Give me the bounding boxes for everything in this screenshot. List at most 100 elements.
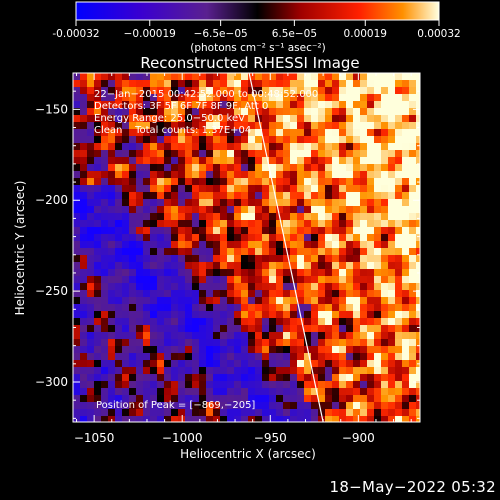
- heatmap-cell: [192, 332, 199, 339]
- heatmap-cell: [136, 164, 143, 171]
- heatmap-cell: [346, 311, 353, 318]
- heatmap-cell: [178, 402, 185, 409]
- heatmap-cell: [409, 416, 416, 422]
- heatmap-cell: [227, 346, 234, 353]
- heatmap-cell: [283, 381, 290, 388]
- heatmap-cell: [199, 192, 206, 199]
- heatmap-cell: [402, 108, 409, 115]
- heatmap-cell: [304, 304, 311, 311]
- heatmap-cell: [136, 304, 143, 311]
- heatmap-cell: [255, 87, 262, 94]
- heatmap-cell: [129, 283, 136, 290]
- heatmap-cell: [276, 332, 283, 339]
- heatmap-cell: [339, 374, 346, 381]
- heatmap-cell: [367, 87, 374, 94]
- heatmap-cell: [129, 115, 136, 122]
- heatmap-cell: [80, 269, 87, 276]
- heatmap-cell: [339, 241, 346, 248]
- heatmap-cell: [87, 185, 94, 192]
- heatmap-cell: [374, 164, 381, 171]
- heatmap-cell: [171, 185, 178, 192]
- heatmap-cell: [297, 374, 304, 381]
- heatmap-cell: [80, 402, 87, 409]
- heatmap-cell: [248, 297, 255, 304]
- heatmap-cell: [115, 234, 122, 241]
- colorbar-tick-label: 0.00032: [417, 28, 460, 40]
- heatmap-cell: [94, 136, 101, 143]
- heatmap-cell: [416, 304, 420, 311]
- heatmap-cell: [255, 129, 262, 136]
- heatmap-cell: [129, 185, 136, 192]
- heatmap-cell: [360, 115, 367, 122]
- heatmap-cell: [353, 311, 360, 318]
- heatmap-cell: [220, 402, 227, 409]
- heatmap-cell: [409, 164, 416, 171]
- heatmap-cell: [206, 136, 213, 143]
- heatmap-cell: [381, 374, 388, 381]
- heatmap-cell: [73, 332, 80, 339]
- heatmap-cell: [248, 276, 255, 283]
- heatmap-cell: [171, 115, 178, 122]
- heatmap-cell: [297, 388, 304, 395]
- heatmap-cell: [388, 262, 395, 269]
- heatmap-cell: [332, 332, 339, 339]
- heatmap-cell: [248, 101, 255, 108]
- heatmap-cell: [129, 199, 136, 206]
- heatmap-cell: [192, 122, 199, 129]
- heatmap-cell: [122, 402, 129, 409]
- heatmap-cell: [402, 94, 409, 101]
- heatmap-cell: [143, 283, 150, 290]
- heatmap-cell: [192, 311, 199, 318]
- heatmap-cell: [416, 374, 420, 381]
- y-axis-label: Heliocentric Y (arcsec): [13, 181, 27, 316]
- heatmap-cell: [346, 395, 353, 402]
- heatmap-cell: [122, 339, 129, 346]
- heatmap-cell: [262, 206, 269, 213]
- heatmap-cell: [339, 87, 346, 94]
- heatmap-cell: [290, 122, 297, 129]
- heatmap-cell: [164, 206, 171, 213]
- heatmap-cell: [241, 80, 248, 87]
- heatmap-cell: [297, 220, 304, 227]
- heatmap-cell: [87, 332, 94, 339]
- heatmap-cell: [101, 108, 108, 115]
- heatmap-cell: [234, 129, 241, 136]
- heatmap-cell: [346, 339, 353, 346]
- heatmap-cell: [157, 115, 164, 122]
- heatmap-cell: [332, 276, 339, 283]
- heatmap-cell: [136, 360, 143, 367]
- heatmap-cell: [332, 115, 339, 122]
- heatmap-cell: [136, 248, 143, 255]
- heatmap-cell: [227, 206, 234, 213]
- heatmap-cell: [402, 346, 409, 353]
- heatmap-cell: [199, 339, 206, 346]
- heatmap-cell: [150, 234, 157, 241]
- heatmap-cell: [311, 108, 318, 115]
- heatmap-cell: [304, 248, 311, 255]
- heatmap-cell: [409, 339, 416, 346]
- heatmap-cell: [157, 311, 164, 318]
- heatmap-cell: [178, 325, 185, 332]
- heatmap-cell: [136, 416, 143, 422]
- heatmap-cell: [136, 409, 143, 416]
- heatmap-cell: [248, 178, 255, 185]
- heatmap-cell: [129, 220, 136, 227]
- heatmap-cell: [374, 94, 381, 101]
- heatmap-cell: [339, 318, 346, 325]
- heatmap-cell: [157, 220, 164, 227]
- heatmap-cell: [129, 353, 136, 360]
- heatmap-cell: [311, 192, 318, 199]
- heatmap-cell: [122, 311, 129, 318]
- heatmap-cell: [416, 115, 420, 122]
- heatmap-cell: [311, 101, 318, 108]
- heatmap-cell: [185, 241, 192, 248]
- heatmap-cell: [269, 220, 276, 227]
- heatmap-cell: [108, 143, 115, 150]
- heatmap-cell: [402, 157, 409, 164]
- heatmap-cell: [241, 220, 248, 227]
- heatmap-cell: [164, 185, 171, 192]
- heatmap-cell: [409, 346, 416, 353]
- heatmap-cell: [311, 269, 318, 276]
- heatmap-cell: [178, 346, 185, 353]
